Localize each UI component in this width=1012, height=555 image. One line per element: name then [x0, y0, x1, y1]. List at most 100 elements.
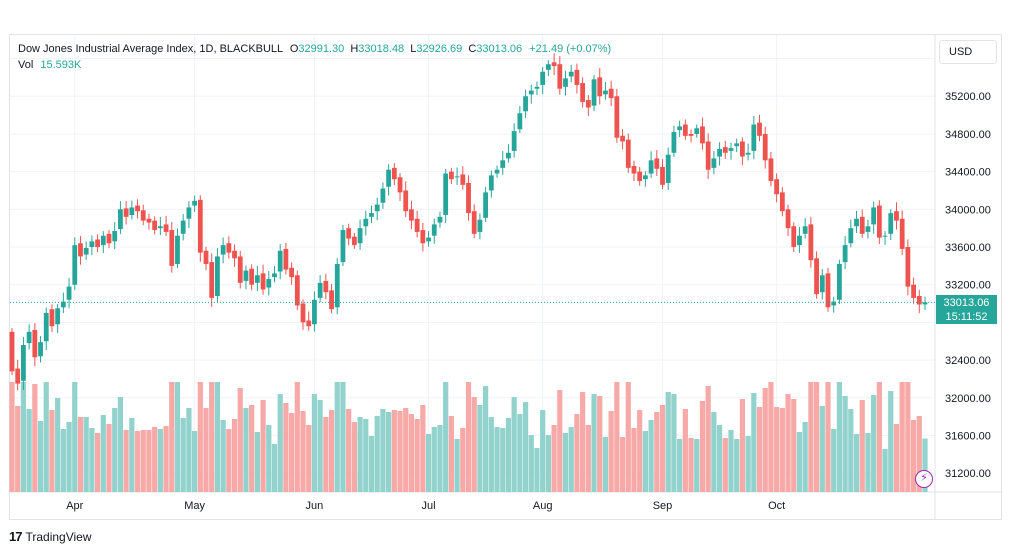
candle-body [26, 331, 32, 344]
volume-bar [311, 394, 318, 492]
volume-bar [893, 424, 900, 492]
candle-body [568, 71, 574, 77]
candle-body [129, 207, 135, 215]
candle-body [614, 96, 620, 138]
legend-high-label: H [350, 43, 359, 55]
candle-body [603, 90, 608, 95]
volume-bar [711, 412, 717, 492]
volume-bar [808, 382, 814, 492]
volume-bar [853, 434, 860, 492]
volume-bar [431, 427, 437, 492]
volume-bar [380, 409, 386, 492]
clipped-toolbar-fragment [80, 16, 310, 22]
candle-body [808, 224, 814, 261]
volume-bar [437, 425, 443, 492]
volume-bar [756, 407, 763, 492]
volume-bar [882, 449, 888, 492]
candle-body [642, 175, 648, 180]
volume-bar [905, 382, 911, 492]
candle-body [118, 209, 123, 230]
volume-bar [534, 448, 540, 492]
x-tick-label: Jul [422, 500, 436, 512]
x-tick-label: Oct [768, 500, 785, 512]
candle-body [152, 220, 158, 231]
candle-body [186, 207, 192, 219]
volume-bar [562, 433, 569, 492]
candle-body [762, 133, 768, 161]
candle-body [871, 207, 877, 225]
volume-bar [340, 382, 346, 492]
candle-body [237, 256, 243, 283]
candle-body [209, 262, 215, 298]
volume-bar [551, 425, 557, 492]
volume-bar [266, 425, 272, 492]
currency-button[interactable]: USD [939, 40, 997, 64]
volume-bar [739, 399, 745, 492]
x-tick-label: Aug [533, 500, 553, 512]
candle-body [272, 273, 277, 278]
volume-bar [174, 382, 181, 492]
candle-body [21, 345, 26, 381]
volume-bar [528, 435, 534, 492]
candle-body [197, 199, 203, 253]
volume-bar [728, 430, 734, 492]
candle-body [916, 296, 922, 305]
volume-bar [192, 431, 198, 492]
volume-bar [819, 406, 825, 492]
candle-body [9, 331, 15, 372]
bar-countdown: 15:11:52 [945, 311, 988, 324]
candle-body [289, 267, 295, 278]
legend-low-label: L [410, 43, 417, 55]
candle-body [665, 154, 671, 183]
volume-bar [20, 382, 27, 492]
candle-body [711, 158, 717, 168]
volume-bar [859, 400, 865, 492]
candle-body [317, 282, 323, 298]
volume-bar [397, 411, 403, 492]
candle-body [797, 235, 802, 246]
volume-bar [517, 414, 523, 492]
volume-bar [813, 382, 820, 492]
candle-body [38, 342, 43, 357]
y-tick-label: 32000.00 [945, 393, 991, 405]
volume-bar [123, 430, 129, 492]
candle-body [540, 71, 546, 85]
chart-frame[interactable] [9, 34, 1002, 520]
volume-bar [505, 418, 512, 492]
volume-bar [231, 419, 238, 492]
volume-bar [180, 418, 186, 492]
candle-body [791, 226, 797, 248]
x-tick-label: Jun [306, 500, 324, 512]
candle-body [819, 275, 825, 293]
candle-body [175, 235, 180, 264]
candle-body [580, 83, 586, 102]
footer-branding[interactable]: 17 TradingView [9, 529, 92, 544]
lightning-icon[interactable]: ⚡ [915, 470, 933, 488]
candle-body [32, 329, 38, 358]
candle-body [534, 86, 540, 89]
legend-vol: 15.593K [40, 59, 82, 71]
candle-body [391, 167, 397, 180]
volume-bar [403, 408, 409, 492]
candle-body [294, 275, 300, 306]
volume-bar [43, 382, 49, 492]
volume-bar [328, 410, 335, 492]
volume-bar [871, 395, 877, 492]
volume-bar [94, 433, 101, 492]
current-price-value: 33013.06 [943, 297, 990, 310]
candle-body [517, 113, 523, 130]
volume-bar [602, 437, 609, 492]
volume-bar [865, 433, 871, 492]
legend-open: 32991.30 [298, 43, 345, 55]
volume-bar [197, 382, 203, 492]
volume-bar [157, 429, 163, 492]
volume-bar [414, 419, 420, 492]
candle-body [722, 147, 728, 153]
candle-body [192, 200, 197, 206]
volume-bar [334, 382, 340, 492]
volume-bar [391, 410, 397, 492]
volume-bar [323, 417, 329, 492]
volume-bar [368, 436, 375, 492]
volume-bar [26, 409, 32, 492]
